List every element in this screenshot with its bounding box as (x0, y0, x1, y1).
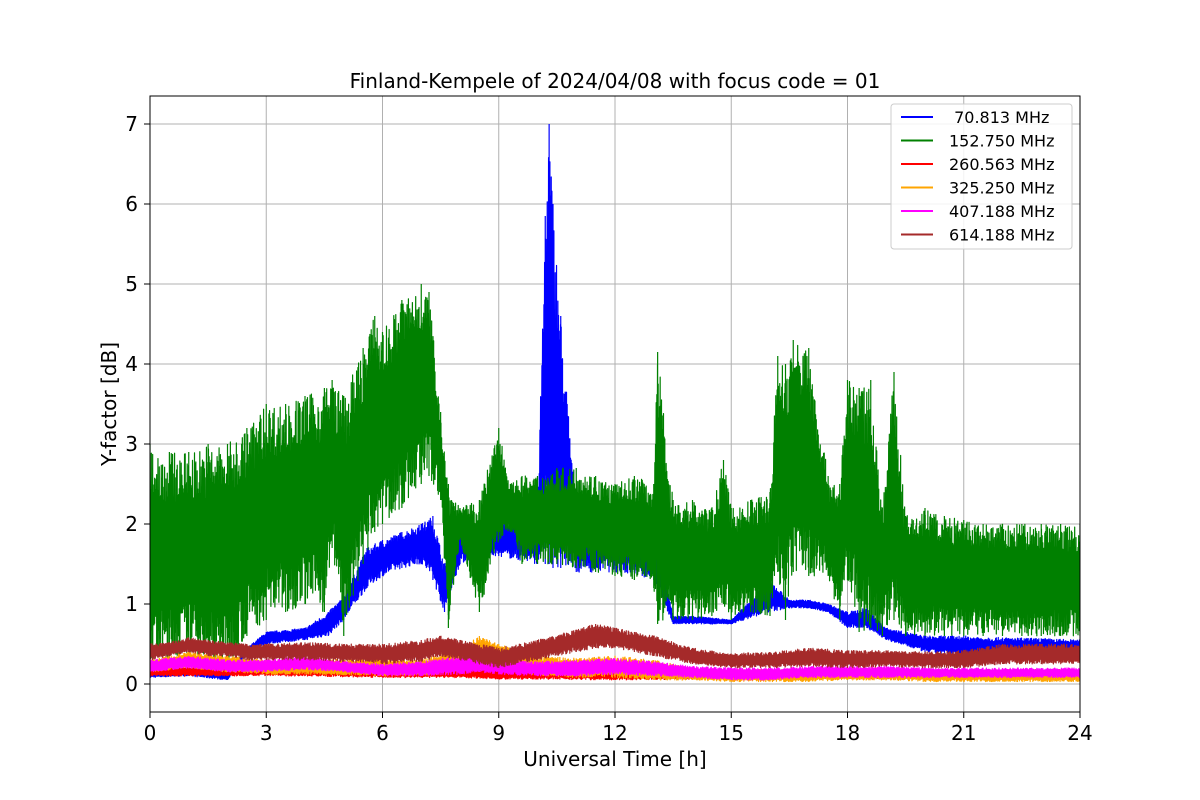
legend: 70.813 MHz 152.750 MHz 260.563 MHz 325.250 … (890, 103, 1073, 250)
x-tick-label: 18 (835, 721, 860, 745)
x-tick-label: 15 (719, 721, 744, 745)
y-tick-label: 5 (125, 272, 138, 296)
y-tick-label: 7 (125, 112, 138, 136)
series-layer (150, 124, 1080, 683)
x-tick-label: 9 (492, 721, 505, 745)
x-tick-label: 3 (260, 721, 273, 745)
x-axis-label: Universal Time [h] (523, 747, 706, 771)
legend-label: 407.188 MHz (949, 202, 1054, 221)
y-tick-label: 3 (125, 432, 138, 456)
legend-label: 325.250 MHz (949, 179, 1054, 198)
y-tick-label: 0 (125, 672, 138, 696)
series-line-4 (150, 655, 1080, 681)
chart-title: Finland-Kempele of 2024/04/08 with focus… (350, 69, 881, 93)
legend-label: 70.813 MHz (949, 108, 1049, 127)
series-line-5 (150, 624, 1080, 669)
x-tick-label: 24 (1067, 721, 1092, 745)
y-tick-label: 2 (125, 512, 138, 536)
x-tick-label: 0 (144, 721, 157, 745)
x-axis: 0 3 6 9 12 15 18 21 24 (144, 712, 1093, 745)
legend-label: 152.750 MHz (949, 132, 1054, 151)
x-tick-label: 12 (602, 721, 627, 745)
legend-label: 260.563 MHz (949, 155, 1054, 174)
x-tick-label: 6 (376, 721, 389, 745)
legend-label: 614.188 MHz (949, 226, 1054, 245)
plot-area (150, 124, 1080, 683)
y-axis: 0 1 2 3 4 5 6 7 (125, 112, 150, 696)
legend-box (890, 103, 1073, 250)
x-tick-label: 21 (951, 721, 976, 745)
y-axis-label: Y-factor [dB] (97, 342, 121, 467)
y-tick-label: 6 (125, 192, 138, 216)
y-tick-label: 4 (125, 352, 138, 376)
series-line-1 (150, 284, 1080, 668)
y-tick-label: 1 (125, 592, 138, 616)
